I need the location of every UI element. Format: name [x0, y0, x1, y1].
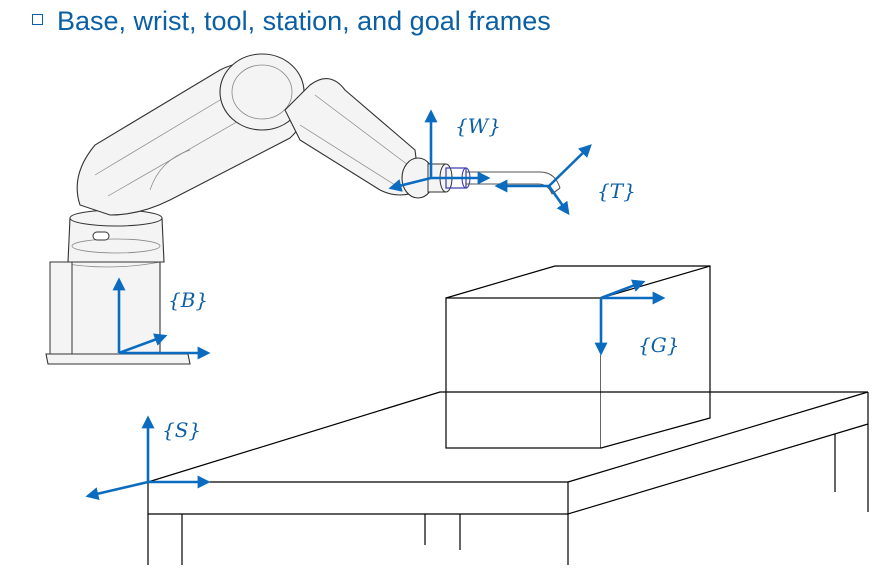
station-frame-label: {S} — [162, 418, 201, 442]
base-frame: {B} — [112, 277, 211, 360]
goal-box — [445, 265, 711, 449]
goal-y-axis — [600, 279, 646, 300]
base-frame-label: {B} — [168, 288, 208, 312]
base-y-axis — [118, 333, 168, 355]
table-top-right-edge — [567, 391, 869, 483]
square-bullet-icon — [32, 14, 43, 26]
wrist-frame-label: {W} — [455, 114, 501, 138]
tool-z-axis — [547, 185, 570, 216]
tool-frame-label: {T} — [597, 179, 636, 203]
table-front-face — [147, 482, 568, 515]
table-top-back-edge — [147, 391, 868, 483]
wrist-frame: {W} — [388, 109, 501, 192]
tool-frame: {T} — [494, 144, 636, 216]
robot-arm — [45, 53, 561, 365]
goal-frame: {G} — [594, 279, 679, 357]
tool-tube-top — [466, 171, 561, 189]
robot-base-plate — [45, 353, 191, 365]
goal-frame-label: {G} — [638, 333, 679, 357]
station-y-axis — [85, 480, 149, 500]
slide-title-text: Base, wrist, tool, station, and goal fra… — [57, 6, 551, 36]
tool-x-axis — [548, 144, 592, 187]
table-side-face — [567, 392, 869, 515]
table — [147, 391, 869, 565]
robot-forearm — [284, 78, 421, 196]
station-frame: {S} — [85, 415, 211, 500]
slide-title: Base, wrist, tool, station, and goal fra… — [32, 6, 551, 37]
wrist-y-axis — [388, 176, 432, 192]
